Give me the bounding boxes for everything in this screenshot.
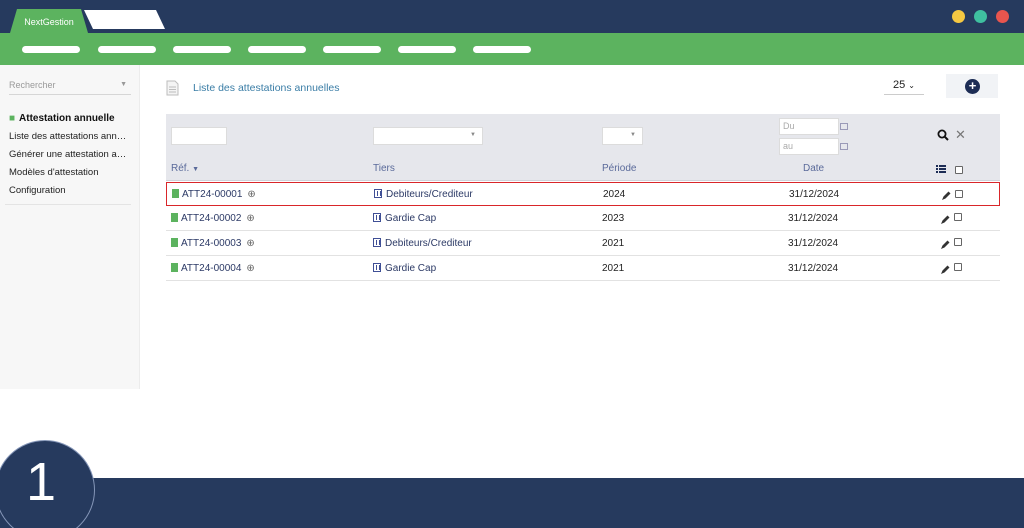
sort-down-icon: ▼ <box>192 166 200 173</box>
maximize-dot[interactable] <box>974 10 987 23</box>
chevron-down-icon: ▼ <box>470 132 476 138</box>
document-icon <box>172 189 179 198</box>
table-row[interactable]: ATT24-00004 ⊕ Gardie Cap 2021 31/12/2024 <box>166 257 1000 281</box>
row-checkbox[interactable] <box>955 190 963 198</box>
row-checkbox[interactable] <box>954 263 962 271</box>
nav-item-2[interactable] <box>98 46 156 53</box>
table-row[interactable]: ATT24-00002 ⊕ Gardie Cap 2023 31/12/2024 <box>166 207 1000 231</box>
row-checkbox[interactable] <box>954 213 962 221</box>
table-header <box>166 157 1000 181</box>
page-title: Liste des attestations annuelles <box>193 82 340 94</box>
row-date: 31/12/2024 <box>788 213 839 224</box>
nav-item-1[interactable] <box>22 46 80 53</box>
chevron-down-icon: ▼ <box>120 81 127 88</box>
row-date: 31/12/2024 <box>788 263 839 274</box>
nav-item-7[interactable] <box>473 46 531 53</box>
building-icon <box>373 213 381 222</box>
zoom-icon[interactable]: ⊕ <box>246 238 255 249</box>
document-icon: ■ <box>9 113 16 124</box>
plus-circle-icon: + <box>965 79 980 94</box>
row-ref-link[interactable]: ATT24-00004 ⊕ <box>171 263 255 274</box>
clear-filters-icon[interactable]: ✕ <box>955 127 966 142</box>
sidebar-divider <box>5 204 131 205</box>
tab-nextgestion[interactable]: NextGestion <box>10 9 88 33</box>
column-header-periode[interactable]: Période <box>602 163 637 174</box>
sidebar-item-generer[interactable]: Générer une attestation a… <box>9 149 127 160</box>
calendar-icon[interactable] <box>840 123 848 130</box>
document-icon <box>171 213 178 222</box>
building-icon <box>373 238 381 247</box>
row-tiers-link[interactable]: Debiteurs/Crediteur <box>374 189 473 200</box>
document-icon <box>166 80 179 96</box>
row-ref-link[interactable]: ATT24-00001 ⊕ <box>172 189 256 200</box>
calendar-icon[interactable] <box>840 143 848 150</box>
edit-icon[interactable] <box>940 215 950 225</box>
row-date: 31/12/2024 <box>788 238 839 249</box>
per-page-select[interactable]: 25 ⌄ <box>884 77 924 95</box>
filter-ref-input[interactable] <box>171 127 227 145</box>
select-all-checkbox[interactable] <box>955 166 963 174</box>
row-tiers-link[interactable]: Gardie Cap <box>373 263 436 274</box>
building-icon <box>373 263 381 272</box>
nav-item-5[interactable] <box>323 46 381 53</box>
row-periode: 2021 <box>602 238 625 249</box>
row-periode: 2023 <box>602 213 625 224</box>
zoom-icon[interactable]: ⊕ <box>247 189 256 200</box>
edit-icon[interactable] <box>940 265 950 275</box>
document-icon <box>171 263 178 272</box>
sidebar-search-placeholder: Rechercher <box>9 80 56 90</box>
sidebar-section-label: Attestation annuelle <box>19 113 115 124</box>
window-controls <box>952 10 1009 23</box>
step-badge <box>0 440 95 528</box>
nav-item-3[interactable] <box>173 46 231 53</box>
column-header-date[interactable]: Date <box>803 163 825 174</box>
bottom-bar <box>0 478 1024 528</box>
nav-item-6[interactable] <box>398 46 456 53</box>
table-row[interactable]: ATT24-00001 ⊕ Debiteurs/Crediteur 2024 31… <box>166 182 1000 206</box>
sidebar-item-configuration[interactable]: Configuration <box>9 185 66 196</box>
document-icon <box>171 238 178 247</box>
search-icon[interactable] <box>937 129 949 141</box>
row-tiers-link[interactable]: Gardie Cap <box>373 213 436 224</box>
sidebar-item-modeles[interactable]: Modèles d'attestation <box>9 167 99 178</box>
tab-blank[interactable] <box>84 10 165 29</box>
nav-item-4[interactable] <box>248 46 306 53</box>
filter-periode-select[interactable]: ▼ <box>602 127 643 145</box>
column-header-tiers[interactable]: Tiers <box>373 163 395 174</box>
minimize-dot[interactable] <box>952 10 965 23</box>
per-page-value: 25 <box>892 79 906 91</box>
row-ref-link[interactable]: ATT24-00002 ⊕ <box>171 213 255 224</box>
row-periode: 2021 <box>602 263 625 274</box>
row-checkbox[interactable] <box>954 238 962 246</box>
chevron-down-icon: ⌄ <box>908 81 915 90</box>
window-titlebar: NextGestion <box>0 0 1024 33</box>
tab-label: NextGestion <box>24 17 74 27</box>
column-header-ref[interactable]: Réf. ▼ <box>171 163 200 174</box>
chevron-down-icon: ▼ <box>630 132 636 138</box>
row-date: 31/12/2024 <box>789 189 840 200</box>
filter-date-from[interactable]: Du <box>779 118 839 135</box>
edit-icon[interactable] <box>941 191 951 201</box>
filter-date-to[interactable]: au <box>779 138 839 155</box>
close-dot[interactable] <box>996 10 1009 23</box>
sidebar-item-liste[interactable]: Liste des attestations ann… <box>9 131 127 142</box>
step-number: 1 <box>26 452 57 512</box>
column-list-icon[interactable] <box>936 165 946 173</box>
zoom-icon[interactable]: ⊕ <box>246 263 255 274</box>
row-periode: 2024 <box>603 189 626 200</box>
sidebar-search[interactable]: Rechercher ▼ <box>9 79 131 95</box>
top-navbar <box>0 33 1024 65</box>
filter-tiers-select[interactable]: ▼ <box>373 127 483 145</box>
edit-icon[interactable] <box>940 240 950 250</box>
zoom-icon[interactable]: ⊕ <box>246 213 255 224</box>
table-row[interactable]: ATT24-00003 ⊕ Debiteurs/Crediteur 2021 31… <box>166 232 1000 256</box>
building-icon <box>374 189 382 198</box>
sidebar: Rechercher ▼ ■ Attestation annuelle Liste… <box>0 65 140 389</box>
row-tiers-link[interactable]: Debiteurs/Crediteur <box>373 238 472 249</box>
row-ref-link[interactable]: ATT24-00003 ⊕ <box>171 238 255 249</box>
sidebar-section-title[interactable]: ■ Attestation annuelle <box>9 113 115 124</box>
filter-bar <box>166 114 1000 157</box>
add-button[interactable]: + <box>946 74 998 98</box>
